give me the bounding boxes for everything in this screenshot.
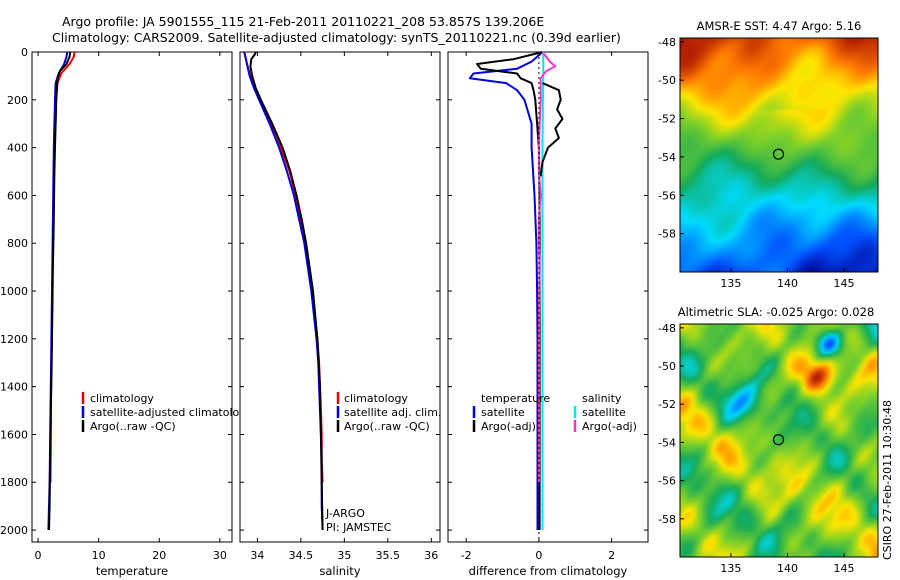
temperature-series-argo-raw-qc- bbox=[48, 51, 72, 531]
salinity-series-argo-raw-qc- bbox=[249, 51, 324, 531]
salinity-xtick-label: 35.5 bbox=[376, 549, 401, 562]
sla-map-ytick-label: -56 bbox=[658, 475, 676, 488]
sst-map-ytick-label: -54 bbox=[658, 151, 676, 164]
depth-tick-label: 1400 bbox=[0, 381, 28, 394]
header-line-2: Climatology: CARS2009. Satellite-adjuste… bbox=[52, 30, 621, 45]
difference-series-salinity-satellite bbox=[541, 52, 545, 530]
sla-map-xtick-label: 135 bbox=[720, 562, 741, 575]
temperature-xtick-label: 30 bbox=[213, 549, 227, 562]
sla-map-xtick-label: 140 bbox=[777, 562, 798, 575]
legend-sal-argo: Argo(-adj) bbox=[582, 420, 637, 433]
temperature-panel: 0 10 20 30 0 200 400 600 800 1000 1200 1400 1600 1800… bbox=[0, 46, 253, 578]
temperature-xtick-label: 0 bbox=[35, 549, 42, 562]
difference-xtick-label: 0 bbox=[535, 549, 542, 562]
sst-map-ytick-label: -58 bbox=[658, 228, 676, 241]
sla-map-ytick-label: -58 bbox=[658, 513, 676, 526]
difference-series-temperature-satellite bbox=[468, 51, 544, 530]
legend-satellite-adjusted: satellite-adjusted climatology bbox=[90, 406, 253, 419]
sla-argo-location-marker bbox=[772, 434, 785, 446]
depth-tick-label: 1600 bbox=[0, 428, 28, 441]
salinity-xtick-label: 34 bbox=[250, 549, 264, 562]
legend-salinity-title: salinity bbox=[582, 392, 622, 405]
depth-tick-label: 200 bbox=[7, 94, 28, 107]
difference-xtick-label: -2 bbox=[461, 549, 472, 562]
sst-map-xtick-label: 135 bbox=[720, 277, 741, 290]
sla-map-frame bbox=[679, 323, 879, 558]
sst-map-frame bbox=[679, 37, 879, 273]
sst-map-xtick-label: 145 bbox=[834, 277, 855, 290]
depth-tick-label: 1800 bbox=[0, 476, 28, 489]
sla-heatmap bbox=[680, 324, 878, 557]
temperature-axes-frame bbox=[31, 51, 233, 543]
credit-timestamp: CSIRO 27-Feb-2011 10:30:48 bbox=[881, 400, 894, 560]
sst-argo-location-marker bbox=[772, 148, 785, 160]
legend-argo: Argo(..raw -QC) bbox=[344, 420, 430, 433]
depth-tick-label: 800 bbox=[7, 237, 28, 250]
depth-tick-label: 1200 bbox=[0, 333, 28, 346]
salinity-xtick-label: 36 bbox=[424, 549, 438, 562]
depth-tick-label: 1000 bbox=[0, 285, 28, 298]
difference-legend: temperature satellite Argo(-adj) salinit… bbox=[472, 392, 637, 433]
sst-map-ytick-label: -50 bbox=[658, 74, 676, 87]
sst-map-ytick-label: -56 bbox=[658, 189, 676, 202]
salinity-xtick-label: 34.5 bbox=[289, 549, 314, 562]
sla-map-ytick-label: -50 bbox=[658, 360, 676, 373]
sst-map-ytick-label: -52 bbox=[658, 113, 676, 126]
sla-map-panel: Altimetric SLA: -0.025 Argo: 0.028 135 14… bbox=[658, 305, 879, 575]
legend-temperature-title: temperature bbox=[481, 392, 550, 405]
sla-map-ytick-label: -48 bbox=[658, 322, 676, 335]
sla-map-title: Altimetric SLA: -0.025 Argo: 0.028 bbox=[678, 305, 875, 319]
legend-climatology: climatology bbox=[90, 392, 154, 405]
difference-xlabel: difference from climatology bbox=[469, 564, 628, 578]
depth-tick-label: 400 bbox=[7, 142, 28, 155]
sla-map-xtick-label: 145 bbox=[834, 562, 855, 575]
temperature-xtick-label: 20 bbox=[152, 549, 166, 562]
pi-label: PI: JAMSTEC bbox=[326, 521, 392, 534]
depth-tick-label: 600 bbox=[7, 189, 28, 202]
legend-argo: Argo(..raw -QC) bbox=[90, 420, 176, 433]
difference-axes-frame bbox=[447, 51, 649, 543]
sst-map-ytick-label: -48 bbox=[658, 36, 676, 49]
depth-tick-label: 2000 bbox=[0, 524, 28, 537]
sst-map-panel: AMSR-E SST: 4.47 Argo: 5.16 135 140 145 -48… bbox=[658, 19, 879, 290]
sst-map-title: AMSR-E SST: 4.47 Argo: 5.16 bbox=[697, 19, 862, 33]
legend-sal-satellite: satellite bbox=[582, 406, 626, 419]
difference-series-salinity-argo-adj- bbox=[537, 51, 557, 483]
float-label: J-ARGO bbox=[325, 507, 365, 520]
salinity-xtick-label: 35 bbox=[337, 549, 351, 562]
legend-temp-satellite: satellite bbox=[481, 406, 525, 419]
depth-tick-label: 0 bbox=[21, 46, 28, 59]
sla-map-ytick-label: -52 bbox=[658, 398, 676, 411]
sla-map-ytick-label: -54 bbox=[658, 436, 676, 449]
difference-panel: -2 0 2 difference from climatology tempera… bbox=[447, 51, 649, 578]
salinity-xlabel: salinity bbox=[319, 564, 360, 578]
legend-temp-argo: Argo(-adj) bbox=[481, 420, 536, 433]
sst-map-xtick-label: 140 bbox=[777, 277, 798, 290]
salinity-panel: 34 34.5 35 35.5 36 salinity climatology sate… bbox=[239, 51, 441, 578]
temperature-legend: climatology satellite-adjusted climatolo… bbox=[81, 392, 253, 433]
temperature-xtick-label: 10 bbox=[92, 549, 106, 562]
difference-xtick-label: 2 bbox=[608, 549, 615, 562]
salinity-legend: climatology satellite adj. clim. Argo(..… bbox=[336, 392, 441, 433]
temperature-xlabel: temperature bbox=[96, 564, 168, 578]
sst-heatmap bbox=[680, 38, 878, 272]
legend-climatology: climatology bbox=[344, 392, 408, 405]
legend-satellite-adj: satellite adj. clim. bbox=[344, 406, 441, 419]
header-line-1: Argo profile: JA 5901555_115 21-Feb-2011… bbox=[62, 14, 544, 29]
difference-series-temperature-argo-raw bbox=[539, 82, 564, 177]
